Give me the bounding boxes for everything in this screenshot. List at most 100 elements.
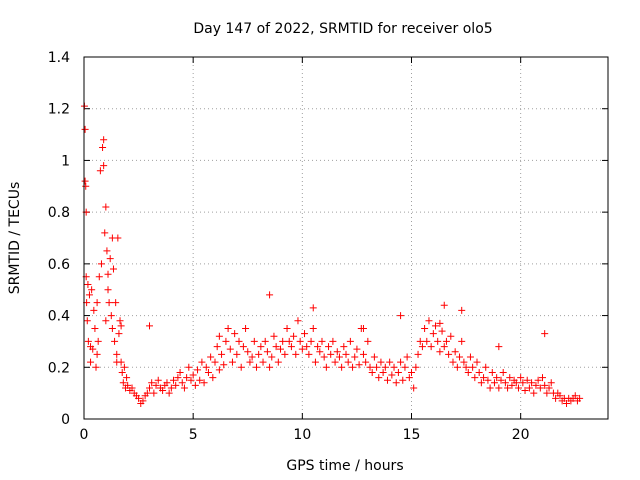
data-point — [556, 392, 564, 400]
data-point — [224, 325, 232, 332]
data-point — [423, 337, 431, 345]
data-point — [436, 348, 444, 356]
y-tick-label: 0.6 — [48, 257, 70, 273]
data-point — [440, 343, 448, 351]
data-point — [81, 125, 89, 133]
data-point — [180, 384, 188, 392]
y-tick-label: 0 — [61, 412, 70, 428]
data-point — [539, 374, 546, 382]
data-point — [120, 363, 128, 371]
y-tick-label: 1 — [61, 153, 70, 169]
data-point — [109, 265, 117, 273]
data-point — [408, 368, 415, 376]
data-point — [111, 337, 119, 345]
data-point — [416, 337, 424, 345]
data-point — [263, 348, 271, 356]
data-point — [414, 350, 422, 358]
data-point — [541, 381, 549, 389]
data-point — [283, 325, 291, 332]
data-point — [523, 376, 531, 384]
data-point — [266, 363, 274, 371]
data-point — [123, 374, 131, 382]
data-point — [96, 167, 104, 175]
data-point — [85, 291, 93, 299]
data-point — [118, 368, 126, 376]
data-point — [399, 376, 407, 384]
data-point — [314, 343, 322, 351]
data-point — [187, 376, 195, 384]
data-point — [207, 353, 215, 361]
data-point — [320, 353, 328, 361]
data-point — [152, 381, 160, 389]
data-point — [174, 374, 182, 382]
data-point — [246, 358, 254, 366]
data-point — [532, 381, 540, 389]
data-point — [124, 381, 132, 389]
data-point — [189, 371, 197, 379]
axis-ticks: 0 5 10 15 20 0 0.2 0.4 0.6 0.8 1 1.2 1.4 — [48, 50, 608, 443]
data-point — [274, 358, 282, 366]
data-point — [490, 379, 498, 387]
data-point — [154, 376, 162, 384]
data-point — [226, 345, 234, 353]
data-point — [255, 350, 263, 358]
data-point — [571, 392, 579, 400]
data-point — [349, 363, 357, 371]
data-point — [167, 384, 175, 392]
data-point — [202, 363, 210, 371]
data-point — [104, 286, 112, 294]
data-point — [296, 337, 304, 345]
data-point — [237, 363, 245, 371]
data-point — [525, 384, 533, 392]
data-point — [388, 371, 396, 379]
data-point — [292, 350, 300, 358]
data-point — [100, 136, 108, 144]
data-point — [183, 374, 191, 382]
data-point — [102, 317, 110, 325]
data-point — [501, 379, 509, 387]
data-point — [222, 337, 230, 345]
data-point — [285, 337, 293, 345]
data-point — [95, 273, 103, 281]
data-point — [87, 358, 95, 366]
chart-title: Day 147 of 2022, SRMTID for receiver olo… — [193, 21, 492, 37]
data-point — [342, 350, 350, 358]
data-point — [375, 374, 383, 382]
data-point — [528, 379, 536, 387]
data-point — [464, 368, 472, 376]
data-point — [362, 358, 370, 366]
data-point — [436, 319, 444, 327]
y-tick-label: 1.2 — [48, 102, 70, 118]
grid-lines — [84, 57, 608, 419]
data-point — [215, 332, 223, 340]
data-point — [178, 379, 186, 387]
data-point — [366, 363, 374, 371]
data-point — [298, 345, 306, 353]
data-point — [473, 358, 481, 366]
data-point — [218, 350, 226, 358]
data-point — [355, 361, 363, 369]
data-point — [231, 330, 239, 338]
data-point — [536, 384, 544, 392]
data-point — [488, 368, 496, 376]
data-point — [259, 358, 267, 366]
data-point — [81, 177, 89, 185]
data-point — [191, 381, 199, 389]
data-point — [88, 286, 96, 294]
data-point — [440, 301, 448, 309]
data-point — [239, 343, 247, 351]
data-point — [257, 343, 265, 351]
data-point — [425, 317, 433, 325]
data-point — [335, 353, 343, 361]
data-point — [322, 363, 330, 371]
data-point — [506, 374, 514, 382]
data-point — [576, 394, 584, 402]
data-point — [458, 337, 466, 345]
data-point — [165, 389, 173, 397]
data-point — [170, 376, 178, 384]
data-point — [495, 343, 503, 351]
data-point — [252, 363, 260, 371]
data-point — [281, 350, 289, 358]
data-point — [228, 358, 236, 366]
